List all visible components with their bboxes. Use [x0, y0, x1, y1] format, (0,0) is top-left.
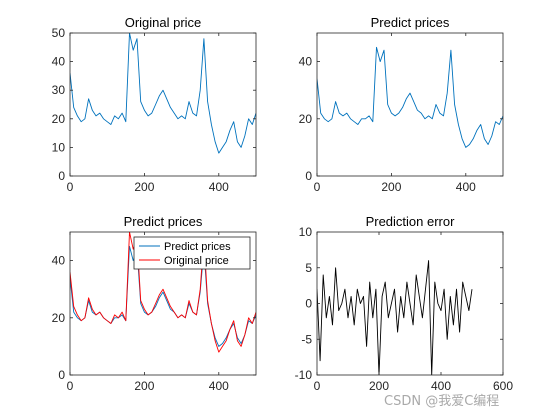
legend-label-1: Predict prices	[164, 241, 231, 253]
y-tick-label: 20	[52, 112, 66, 126]
x-tick-label: 200	[381, 180, 401, 194]
y-tick-label: 0	[305, 169, 312, 183]
series-line-1	[317, 260, 473, 375]
series-line-2	[70, 232, 256, 353]
y-tick-label: 0	[58, 368, 65, 382]
series-line-1	[317, 46, 503, 148]
y-tick-label: 50	[52, 26, 66, 40]
y-tick-label: 10	[52, 140, 66, 154]
series-line-1	[70, 33, 256, 154]
y-tick-label: 0	[305, 297, 312, 311]
y-tick-label: 30	[52, 83, 66, 97]
legend-label-2: Original price	[164, 255, 229, 267]
subplot-2: 0 200 400 0 20 40 Predict prices	[299, 15, 504, 194]
x-tick-label: 600	[493, 379, 513, 393]
y-tick-label: 40	[52, 254, 66, 268]
x-tick-label: 400	[431, 379, 451, 393]
axes-box	[316, 32, 504, 177]
y-tick-label: -10	[295, 368, 313, 382]
watermark: CSDN @我爱C编程	[384, 394, 500, 409]
subplot-1: 0 200 400 0 10 20 30 40 50 Original price	[52, 15, 257, 194]
chart-title: Predict prices	[124, 214, 203, 229]
x-tick-label: 200	[134, 180, 154, 194]
chart-title: Predict prices	[371, 15, 450, 30]
x-tick-label: 0	[67, 379, 74, 393]
y-tick-label: -5	[301, 332, 312, 346]
legend-box	[133, 236, 251, 270]
legend: Predict prices Original price	[133, 236, 251, 270]
y-tick-label: 20	[52, 311, 66, 325]
x-tick-label: 400	[209, 379, 229, 393]
axes-box	[69, 231, 257, 376]
x-tick-label: 0	[314, 180, 321, 194]
x-tick-label: 0	[67, 180, 74, 194]
y-tick-label: 40	[299, 55, 313, 69]
x-tick-label: 0	[314, 379, 321, 393]
subplot-4: 0 200 400 600 -10 -5 0 5 10 Prediction error	[295, 214, 514, 393]
chart-title: Prediction error	[366, 214, 456, 229]
y-tick-label: 10	[299, 225, 313, 239]
chart-title: Original price	[125, 15, 202, 30]
y-tick-label: 20	[299, 112, 313, 126]
x-tick-label: 400	[456, 180, 476, 194]
y-tick-label: 0	[58, 169, 65, 183]
y-tick-label: 40	[52, 55, 66, 69]
x-tick-label: 200	[369, 379, 389, 393]
axes-box	[69, 32, 257, 177]
x-tick-label: 400	[209, 180, 229, 194]
y-tick-label: 5	[305, 261, 312, 275]
x-tick-label: 200	[134, 379, 154, 393]
